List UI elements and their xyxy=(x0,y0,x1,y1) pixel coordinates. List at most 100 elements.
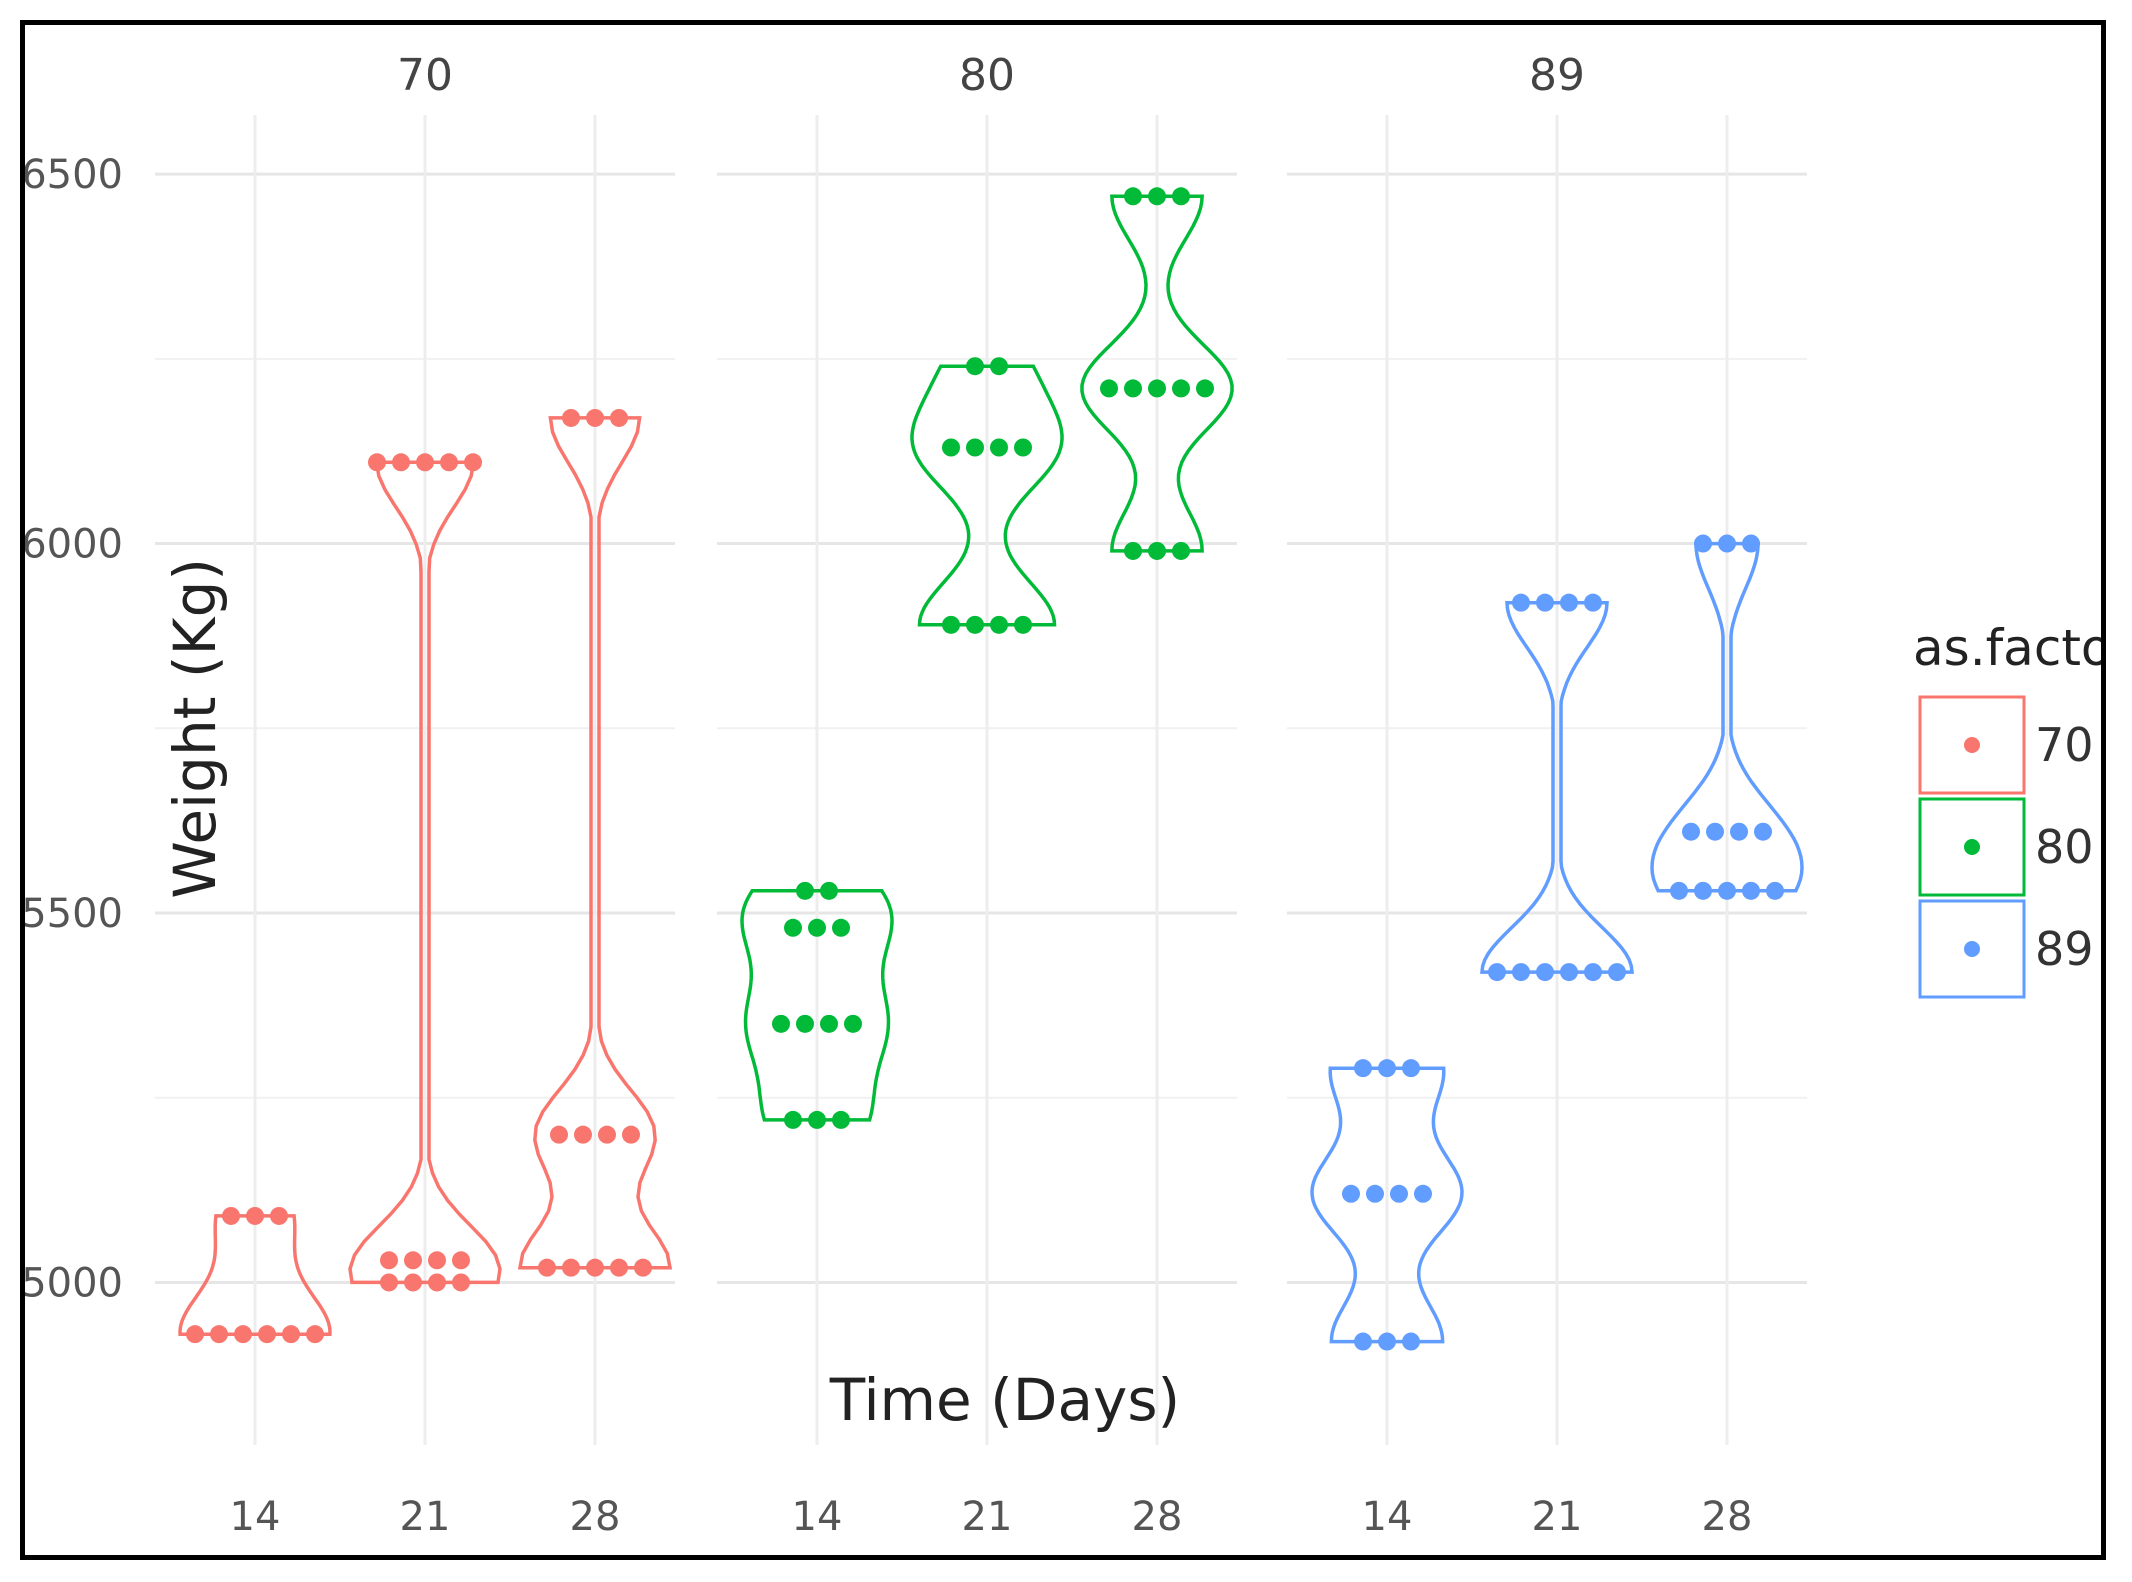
data-point xyxy=(784,1110,802,1129)
data-point xyxy=(598,1125,616,1144)
data-point xyxy=(440,453,458,472)
data-point xyxy=(1694,881,1712,900)
data-point xyxy=(1706,822,1724,841)
data-point xyxy=(1754,822,1772,841)
data-point xyxy=(1512,963,1530,982)
legend-swatch-80 xyxy=(1964,839,1980,855)
data-point xyxy=(586,1258,604,1277)
data-point xyxy=(1100,379,1118,398)
data-point xyxy=(282,1325,300,1344)
data-point xyxy=(990,357,1008,376)
y-axis: 5000 5500 6000 6500 xyxy=(25,152,123,1306)
data-point xyxy=(1124,187,1142,206)
data-point xyxy=(1488,963,1506,982)
violin-chart: 70 14 21 28 80 14 21 28 89 14 21 28 5000 5500 6000 650… xyxy=(25,50,2101,1540)
data-point xyxy=(222,1206,240,1225)
data-point xyxy=(1378,1059,1396,1078)
data-point xyxy=(186,1325,204,1344)
violin-70-28 xyxy=(517,416,673,1270)
data-point xyxy=(1148,379,1166,398)
x-tick-label: 28 xyxy=(1132,1494,1183,1540)
x-tick-label: 21 xyxy=(962,1494,1013,1540)
data-point xyxy=(392,453,410,472)
data-point xyxy=(1512,593,1530,612)
y-tick-label: 5000 xyxy=(25,1260,123,1306)
data-point xyxy=(1560,963,1578,982)
facet-label: 70 xyxy=(397,50,453,101)
data-point xyxy=(610,408,628,427)
data-point xyxy=(1608,963,1626,982)
data-point xyxy=(966,615,984,634)
data-point xyxy=(820,1014,838,1033)
data-point xyxy=(1354,1332,1372,1351)
data-point xyxy=(380,1273,398,1292)
data-point xyxy=(380,1251,398,1270)
data-point xyxy=(306,1325,324,1344)
data-point xyxy=(966,357,984,376)
violin-89-21 xyxy=(1480,600,1634,974)
data-point xyxy=(1670,881,1688,900)
x-tick-label: 14 xyxy=(1362,1494,1413,1540)
data-point xyxy=(562,1258,580,1277)
x-tick-label: 14 xyxy=(792,1494,843,1540)
x-tick-label: 21 xyxy=(400,1494,451,1540)
legend-swatch-70 xyxy=(1964,737,1980,753)
data-point xyxy=(1196,379,1214,398)
data-point xyxy=(246,1206,264,1225)
y-tick-label: 6000 xyxy=(25,522,123,568)
y-tick-label: 5500 xyxy=(25,891,123,937)
data-point xyxy=(1584,593,1602,612)
legend-key-89 xyxy=(1918,899,2026,999)
legend-swatch-89 xyxy=(1964,941,1980,957)
data-point xyxy=(808,918,826,937)
data-point xyxy=(428,1273,446,1292)
x-tick-label: 21 xyxy=(1532,1494,1583,1540)
data-point xyxy=(538,1258,556,1277)
data-point xyxy=(844,1014,862,1033)
data-point xyxy=(586,408,604,427)
data-point xyxy=(1414,1184,1432,1203)
data-point xyxy=(1014,438,1032,457)
legend-label-70: 70 xyxy=(2035,718,2094,772)
x-tick-label: 28 xyxy=(570,1494,621,1540)
legend-label-80: 80 xyxy=(2035,820,2094,874)
legend-key-70 xyxy=(1918,695,2026,795)
violin-70-14 xyxy=(178,1214,332,1336)
x-tick-label: 28 xyxy=(1702,1494,1753,1540)
violin-89-14 xyxy=(1310,1066,1464,1344)
y-tick-label: 6500 xyxy=(25,152,123,198)
violin-80-28 xyxy=(1080,194,1234,553)
data-point xyxy=(1536,963,1554,982)
data-point xyxy=(1402,1332,1420,1351)
data-point xyxy=(428,1251,446,1270)
data-point xyxy=(404,1251,422,1270)
data-point xyxy=(820,881,838,900)
data-point xyxy=(562,408,580,427)
x-axis-title: Time (Days) xyxy=(829,1366,1180,1434)
data-point xyxy=(1378,1332,1396,1351)
data-point xyxy=(1560,593,1578,612)
data-point xyxy=(574,1125,592,1144)
data-point xyxy=(464,453,482,472)
panels: 70 14 21 28 80 14 21 28 89 14 21 28 xyxy=(155,50,1807,1540)
violin-80-14 xyxy=(740,889,894,1122)
data-point xyxy=(772,1014,790,1033)
data-point xyxy=(1172,541,1190,560)
data-point xyxy=(1014,615,1032,634)
data-point xyxy=(1694,534,1712,553)
data-point xyxy=(1682,822,1700,841)
data-point xyxy=(404,1273,422,1292)
data-point xyxy=(1148,541,1166,560)
data-point xyxy=(1766,881,1784,900)
data-point xyxy=(610,1258,628,1277)
data-point xyxy=(1718,881,1736,900)
data-point xyxy=(942,615,960,634)
data-point xyxy=(270,1206,288,1225)
legend-key-80 xyxy=(1918,797,2026,897)
data-point xyxy=(1730,822,1748,841)
data-point xyxy=(1366,1184,1384,1203)
data-point xyxy=(416,453,434,472)
data-point xyxy=(1354,1059,1372,1078)
data-point xyxy=(1742,881,1760,900)
data-point xyxy=(1342,1184,1360,1203)
